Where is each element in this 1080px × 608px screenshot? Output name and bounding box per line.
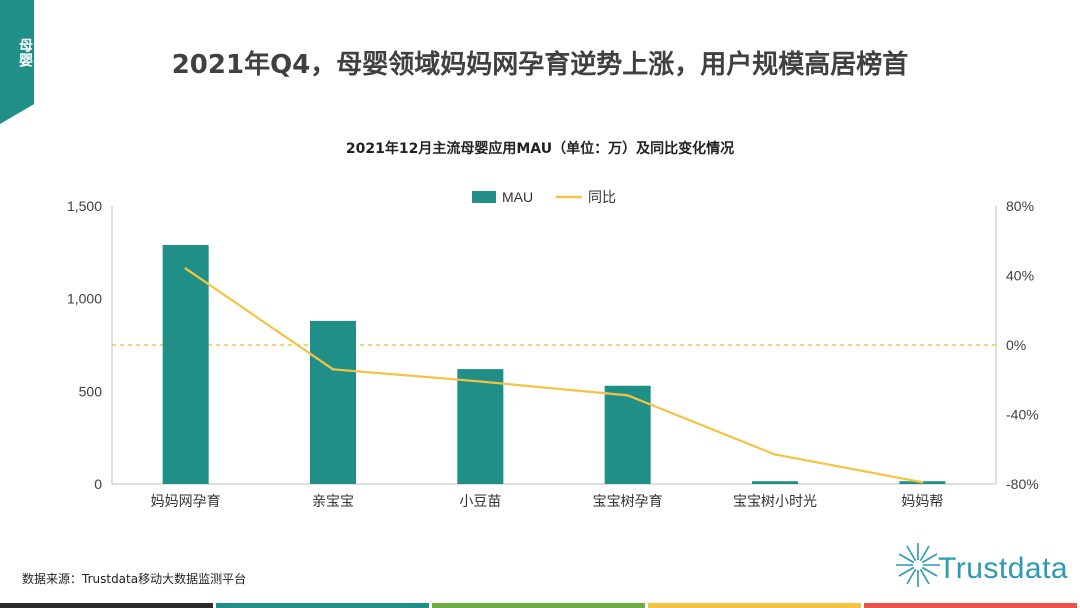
category-label: 宝宝树孕育 — [593, 494, 663, 510]
category-tag: 母婴 — [0, 0, 34, 124]
legend-mau-label: MAU — [502, 189, 533, 205]
combo-chart: 0 500 1,000 1,500 -80% -40% 0% 40% 80% 妈妈网孕育 亲宝宝 小豆… — [67, 189, 1039, 510]
right-tick-label: 0% — [1006, 337, 1026, 353]
trustdata-logo — [896, 543, 940, 587]
right-tick-label: -80% — [1006, 476, 1039, 492]
legend-mau-swatch — [472, 191, 496, 203]
left-tick-label: 500 — [79, 383, 103, 399]
left-tick-label: 0 — [94, 476, 102, 492]
mau-bar — [604, 385, 651, 484]
yoy-point — [184, 267, 187, 270]
right-tick-label: -40% — [1006, 407, 1039, 423]
right-tick-label: 80% — [1006, 198, 1034, 214]
bottom-bar-segment — [648, 603, 861, 608]
yoy-point — [479, 380, 482, 383]
mau-bar — [457, 369, 504, 484]
yoy-point — [773, 453, 777, 456]
left-tick-label: 1,000 — [67, 291, 102, 307]
category-label: 妈妈帮 — [901, 494, 943, 510]
page-title: 2021年Q4，母婴领域妈妈网孕育逆势上涨，用户规模高居榜首 — [171, 50, 909, 80]
category-label: 妈妈网孕育 — [151, 494, 221, 510]
right-tick-label: 40% — [1006, 268, 1034, 284]
mau-bar — [310, 320, 356, 484]
bottom-color-bar — [0, 603, 1080, 608]
logo-text: Trustdata — [938, 552, 1069, 585]
yoy-line — [185, 267, 923, 484]
chart-title: 2021年12月主流母婴应用MAU（单位：万）及同比变化情况 — [345, 141, 735, 157]
legend-yoy-label: 同比 — [588, 190, 616, 206]
category-label: 亲宝宝 — [312, 494, 354, 510]
bottom-bar-segment — [432, 603, 645, 608]
yoy-point — [331, 368, 335, 371]
yoy-point — [921, 481, 924, 484]
data-source: 数据来源：Trustdata移动大数据监测平台 — [22, 572, 247, 586]
category-label: 宝宝树小时光 — [733, 494, 817, 510]
mau-bar — [162, 244, 209, 484]
bottom-bar-segment — [216, 603, 429, 608]
mau-bar — [752, 481, 798, 484]
left-tick-label: 1,500 — [67, 198, 102, 214]
bottom-bar-segment — [864, 603, 1077, 608]
category-tag-label: 母婴 — [17, 38, 33, 68]
category-label: 小豆苗 — [459, 494, 501, 510]
bottom-bar-segment — [0, 603, 213, 608]
yoy-point — [626, 394, 629, 397]
